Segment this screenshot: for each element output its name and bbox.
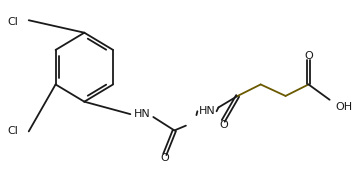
Text: O: O <box>219 120 228 130</box>
Text: HN: HN <box>199 106 215 116</box>
Text: Cl: Cl <box>8 126 19 136</box>
Text: OH: OH <box>335 102 352 112</box>
Text: HN: HN <box>133 109 150 119</box>
Text: O: O <box>304 51 313 61</box>
Text: Cl: Cl <box>8 17 19 27</box>
Text: O: O <box>161 153 169 163</box>
